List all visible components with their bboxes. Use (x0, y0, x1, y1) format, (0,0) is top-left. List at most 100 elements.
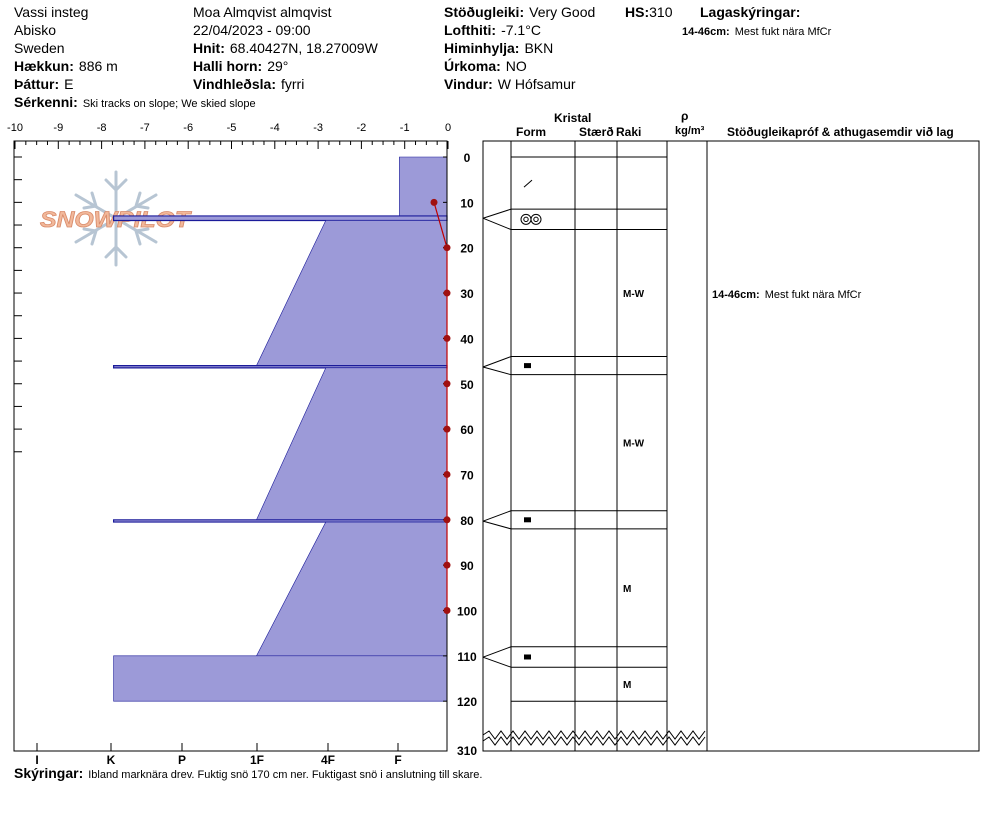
crystal-crust-icon (524, 517, 531, 523)
moisture-label-4: M-W (623, 439, 645, 450)
col-density-unit: kg/m³ (675, 125, 705, 137)
layer-connector (482, 366, 512, 376)
stability-label: Stöðugleiki: (444, 4, 524, 20)
depth-tick-label: 60 (460, 423, 474, 437)
stability-value: Very Good (529, 4, 595, 20)
stability-note-range: 14-46cm: (712, 289, 760, 301)
temp-tick-label: -8 (97, 122, 107, 134)
airtemp-value: -7.1°C (501, 22, 541, 38)
hardness-layer-4 (256, 367, 448, 521)
temp-tick-label: -6 (183, 122, 193, 134)
svg-text:Vindur:W Hófsamur: Vindur: W Hófsamur (444, 76, 576, 92)
hardness-layer-6 (255, 521, 448, 657)
sky-value: BKN (524, 40, 553, 56)
temperature-point-8 (443, 561, 451, 569)
aspect-label: Þáttur: (14, 76, 59, 92)
depth-tick-label: 70 (460, 468, 474, 482)
depth-tick-label: 80 (460, 514, 474, 528)
temp-tick-label: -3 (313, 122, 323, 134)
depth-tick-label: 120 (457, 695, 477, 709)
layer-connector (482, 356, 512, 368)
crystal-rounded-icon (530, 213, 542, 225)
svg-text:Stöðugleiki:Very Good: Stöðugleiki: Very Good (444, 4, 595, 20)
elevation-label: Hækkun: (14, 58, 74, 74)
crystal-slash-icon (523, 179, 533, 188)
svg-text:Sérkenni:Ski tracks on slope;: Sérkenni: Ski tracks on slope; We skied s… (14, 94, 256, 110)
table-frame (482, 140, 980, 752)
location-name: Vassi insteg (14, 4, 88, 20)
svg-text:Vindhleðsla:fyrri: Vindhleðsla: fyrri (193, 76, 304, 92)
temperature-point-1 (443, 244, 451, 252)
hardness-layer-2 (256, 220, 448, 366)
svg-text:Himinhylja:BKN: Himinhylja: BKN (444, 40, 553, 56)
col-form: Form (516, 125, 546, 139)
precip-label: Úrkoma: (444, 57, 501, 74)
temperature-point-6 (443, 470, 451, 478)
col-size: Stærð (579, 125, 614, 139)
temp-tick-label: -1 (400, 122, 410, 134)
comments-value: Ibland marknära drev. Fuktig snö 170 cm … (88, 769, 482, 781)
comments-label: Skýringar: (14, 765, 83, 781)
hardness-layer-5 (112, 519, 448, 523)
temperature-line (433, 202, 448, 611)
hardness-tick-label: 1F (250, 753, 264, 767)
wind-value: W Hófsamur (498, 76, 576, 92)
temp-tick-label: -9 (53, 122, 63, 134)
hardness-layer-3 (112, 365, 448, 369)
coords-value: 68.40427N, 18.27009W (230, 40, 379, 56)
break-zigzag (482, 736, 706, 746)
depth-tick-label: 0 (464, 151, 471, 165)
crystal-rounded-icon (533, 216, 539, 223)
crystal-crust-icon (524, 654, 531, 660)
hardness-layer-0 (399, 156, 448, 217)
depth-tick-label: 50 (460, 378, 474, 392)
hardness-layer-1 (112, 215, 448, 222)
layer-connector (482, 656, 512, 668)
svg-text:Úrkoma:NO: Úrkoma: NO (444, 57, 527, 74)
wind-loading-value: fyrri (281, 76, 304, 92)
temp-tick-label: -5 (227, 122, 237, 134)
hs-value: 310 (649, 4, 673, 20)
depth-tick-label: 90 (460, 559, 474, 573)
hardness-tick-label: F (394, 753, 401, 767)
stability-note-text: Mest fukt nära MfCr (765, 289, 862, 301)
depth-tick-label: 20 (460, 242, 474, 256)
layer-notes-label: Lagaskýringar: (700, 4, 800, 20)
temperature-point-0 (430, 198, 438, 206)
svg-text:Lofthiti:-7.1°C: Lofthiti: -7.1°C (444, 22, 541, 38)
temp-tick-label: -10 (7, 122, 23, 134)
layer-connector (482, 208, 512, 219)
svg-text:Skýringar:Ibland marknära drev: Skýringar: Ibland marknära drev. Fuktig s… (14, 765, 482, 781)
hardness-tick-label: K (107, 753, 116, 767)
svg-text:Þáttur:E: Þáttur: E (14, 76, 73, 92)
temperature-point-5 (443, 425, 451, 433)
svg-text:HS:310: HS:310 (625, 4, 673, 20)
layer-notes-text: Mest fukt nära MfCr (735, 26, 832, 38)
wind-label: Vindur: (444, 76, 493, 92)
hs-depth-label: 310 (457, 744, 477, 758)
crystal-table: M-W M-W M M 14-46cm: Mest fukt nära MfCr (482, 140, 980, 752)
col-moisture: Raki (616, 125, 641, 139)
footer: Skýringar: Ibland marknära drev. Fuktig s… (14, 765, 482, 781)
location-area: Abisko (14, 22, 56, 38)
features-label: Sérkenni: (14, 94, 78, 110)
temperature-point-2 (443, 289, 451, 297)
hardness-tick-label: 4F (321, 753, 335, 767)
hardness-tick-label: P (178, 753, 186, 767)
airtemp-label: Lofthiti: (444, 22, 496, 38)
depth-tick-label: 40 (460, 332, 474, 346)
slope-value: 29° (267, 58, 288, 74)
hardness-layer-7 (113, 655, 448, 702)
col-density-symbol: ρ (681, 109, 688, 123)
svg-text:Hnit:68.40427N, 18.27009W: Hnit: 68.40427N, 18.27009W (193, 40, 379, 56)
layer-notes-range: 14-46cm: (682, 26, 730, 38)
depth-tick-label: 30 (460, 287, 474, 301)
observation-datetime: 22/04/2023 - 09:00 (193, 22, 311, 38)
svg-text:Hækkun:886 m: Hækkun: 886 m (14, 58, 118, 74)
layer-connector (482, 217, 512, 231)
table-header: Kristal Form Stærð Raki ρ kg/m³ Stöðugle… (516, 109, 954, 139)
temperature-point-7 (443, 516, 451, 524)
temp-tick-label: -2 (357, 122, 367, 134)
